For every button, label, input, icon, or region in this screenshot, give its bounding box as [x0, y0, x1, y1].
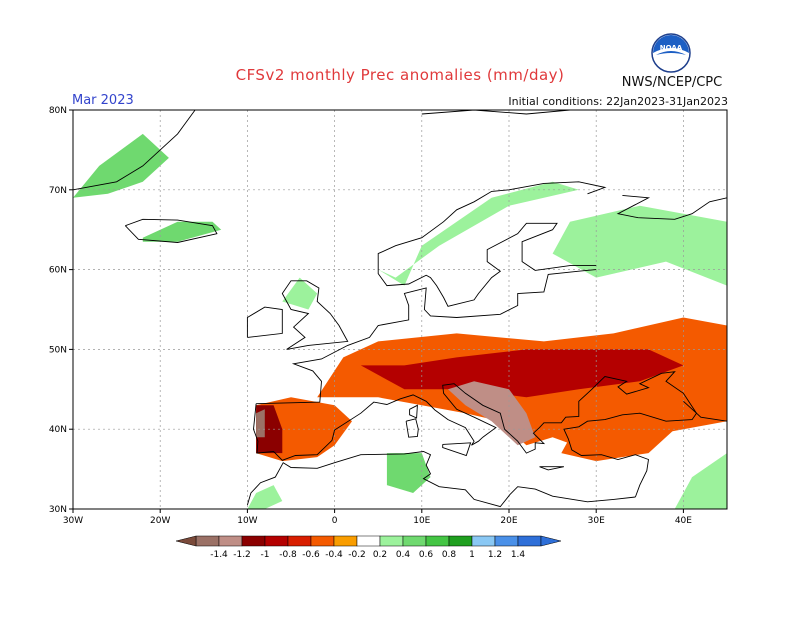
anomaly-region-uk-wet: [282, 277, 318, 310]
anomaly-region-algeria-wet: [386, 453, 431, 493]
colorbar-label: -0.6: [302, 550, 320, 560]
lat-tick-label: 70N: [49, 186, 67, 196]
coastline-segment: [616, 194, 727, 220]
coastline-segment: [246, 451, 636, 508]
coastlines: [73, 110, 727, 508]
anomaly-region-morocco-wet: [247, 485, 283, 509]
coastline-segment: [421, 110, 571, 115]
colorbar: -1.4 -1.2 -1 -0.8 -0.6 -0.4 -0.2 0.2 0.4 0.6 0.8 1 1…: [175, 535, 562, 560]
lat-tick-label: 30N: [49, 505, 67, 515]
colorbar-swatch: [287, 535, 312, 547]
colorbar-swatch: [310, 535, 335, 547]
colorbar-swatch: [356, 535, 381, 547]
coastline-segment: [246, 306, 283, 338]
colorbar-swatch: [241, 535, 266, 547]
coastline-segment: [683, 400, 727, 422]
coastline-segment: [256, 269, 597, 405]
coastline-segment: [539, 466, 564, 471]
colorbar-swatch: [448, 535, 473, 547]
anomaly-region-central-europe-drier: [360, 349, 684, 398]
lat-tick-label: 50N: [49, 345, 67, 355]
noaa-logo-icon: NOAA: [651, 33, 691, 73]
coastline-segment: [377, 181, 607, 307]
colorbar-swatch: [218, 535, 243, 547]
initial-conditions: Initial conditions: 22Jan2023-31Jan2023: [508, 95, 728, 108]
colorbar-low-arrow: [175, 535, 197, 547]
colorbar-swatch: [333, 535, 358, 547]
colorbar-label: -1.4: [210, 550, 228, 560]
lat-tick-label: 80N: [49, 106, 67, 116]
colorbar-label: -0.8: [279, 550, 297, 560]
colorbar-label: 1.4: [511, 550, 526, 560]
lat-tick-label: 40N: [49, 425, 67, 435]
lat-tick-label: 60N: [49, 266, 67, 276]
anomaly-region-iceland-wet: [142, 221, 222, 242]
colorbar-label: 0.4: [396, 550, 411, 560]
anomaly-region-greenland-wet: [73, 133, 169, 198]
map-title: CFSv2 monthly Prec anomalies (mm/day): [235, 66, 565, 84]
colorbar-swatch: [425, 535, 450, 547]
colorbar-swatch: [264, 535, 289, 547]
lon-tick-label: 0: [332, 516, 338, 526]
anomaly-region-turkey-dry: [561, 413, 684, 462]
lon-tick-label: 30W: [63, 516, 83, 526]
colorbar-label: -0.4: [325, 550, 343, 560]
colorbar-label: 0.6: [419, 550, 434, 560]
colorbar-high-arrow: [540, 535, 562, 547]
coastline-segment: [73, 110, 196, 191]
colorbar-swatch: [402, 535, 427, 547]
coastline-segment: [442, 442, 472, 457]
map-frame: [72, 109, 728, 510]
colorbar-label: 1.2: [488, 550, 502, 560]
noaa-logo-text: NOAA: [660, 44, 683, 52]
colorbar-label: 1: [469, 550, 475, 560]
colorbar-label: -1.2: [233, 550, 251, 560]
coastline-segment: [409, 404, 418, 419]
colorbar-swatch: [494, 535, 519, 547]
colorbar-swatch: [195, 535, 220, 547]
lon-tick-label: 10W: [237, 516, 257, 526]
lon-tick-label: 30E: [588, 516, 605, 526]
coastline-segment: [124, 218, 218, 243]
colorbar-swatch: [379, 535, 404, 547]
axis-ticks: 30N 40N 50N 60N 70N 80N 30W 20W 10W 0 10E 20E 30E 40E: [49, 106, 692, 526]
coastline-segment: [253, 371, 698, 498]
coastline-segment: [405, 418, 419, 438]
colorbar-swatch: [471, 535, 496, 547]
forecast-month: Mar 2023: [72, 93, 134, 108]
colorbar-label: 0.8: [442, 550, 457, 560]
colorbar-label: -0.2: [348, 550, 366, 560]
lon-tick-label: 20W: [150, 516, 170, 526]
lon-tick-label: 10E: [413, 516, 430, 526]
anomaly-region-caucasus-wet: [674, 453, 727, 509]
anomaly-region-scandinavia-wet: [378, 181, 579, 286]
colorbar-label: 0.2: [373, 550, 387, 560]
colorbar-swatch: [517, 535, 542, 547]
colorbar-label: -1: [261, 550, 270, 560]
coastline-segment: [281, 280, 349, 350]
anomaly-region-iberia-driest: [256, 409, 265, 438]
lon-tick-label: 20E: [500, 516, 517, 526]
agency-label: NWS/NCEP/CPC: [621, 75, 723, 90]
lon-tick-label: 40E: [675, 516, 692, 526]
